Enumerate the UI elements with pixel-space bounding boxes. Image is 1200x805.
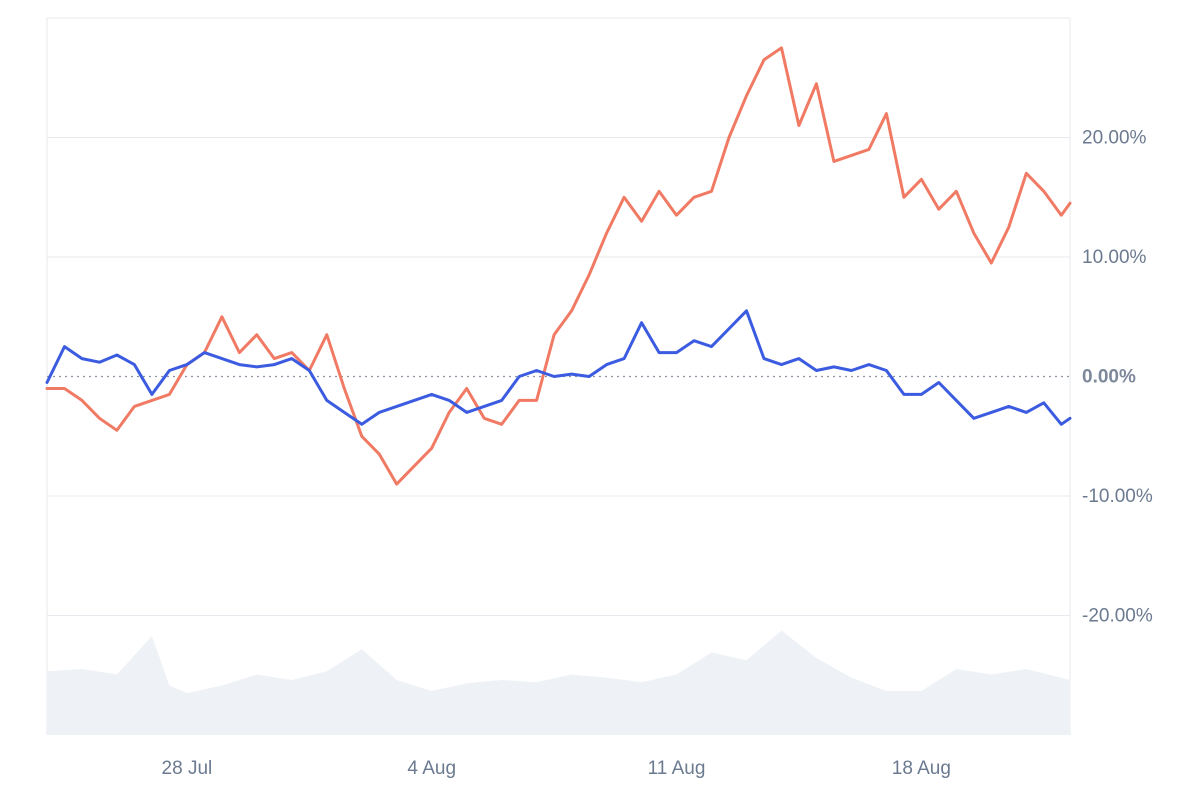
y-tick-label: 10.00% [1082, 247, 1147, 268]
series-1-line [45, 309, 1072, 426]
y-tick-label: 0.00% [1082, 367, 1136, 388]
series-layer [45, 46, 1072, 486]
y-tick-label: -10.00% [1082, 486, 1153, 507]
x-tick-label: 28 Jul [162, 758, 213, 779]
y-axis-ticks: 20.00% 10.00% 0.00% -10.00% -20.00% [1082, 128, 1153, 627]
x-tick-label: 18 Aug [892, 758, 951, 779]
x-axis-ticks: 28 Jul 4 Aug 11 Aug 18 Aug [162, 758, 951, 779]
x-tick-label: 11 Aug [648, 758, 706, 779]
series-2-line [45, 46, 1072, 486]
volume-layer [47, 630, 1070, 735]
x-tick-label: 4 Aug [407, 758, 456, 779]
volume-area [47, 630, 1070, 735]
y-tick-label: 20.00% [1082, 128, 1147, 149]
y-tick-label: -20.00% [1082, 606, 1153, 627]
